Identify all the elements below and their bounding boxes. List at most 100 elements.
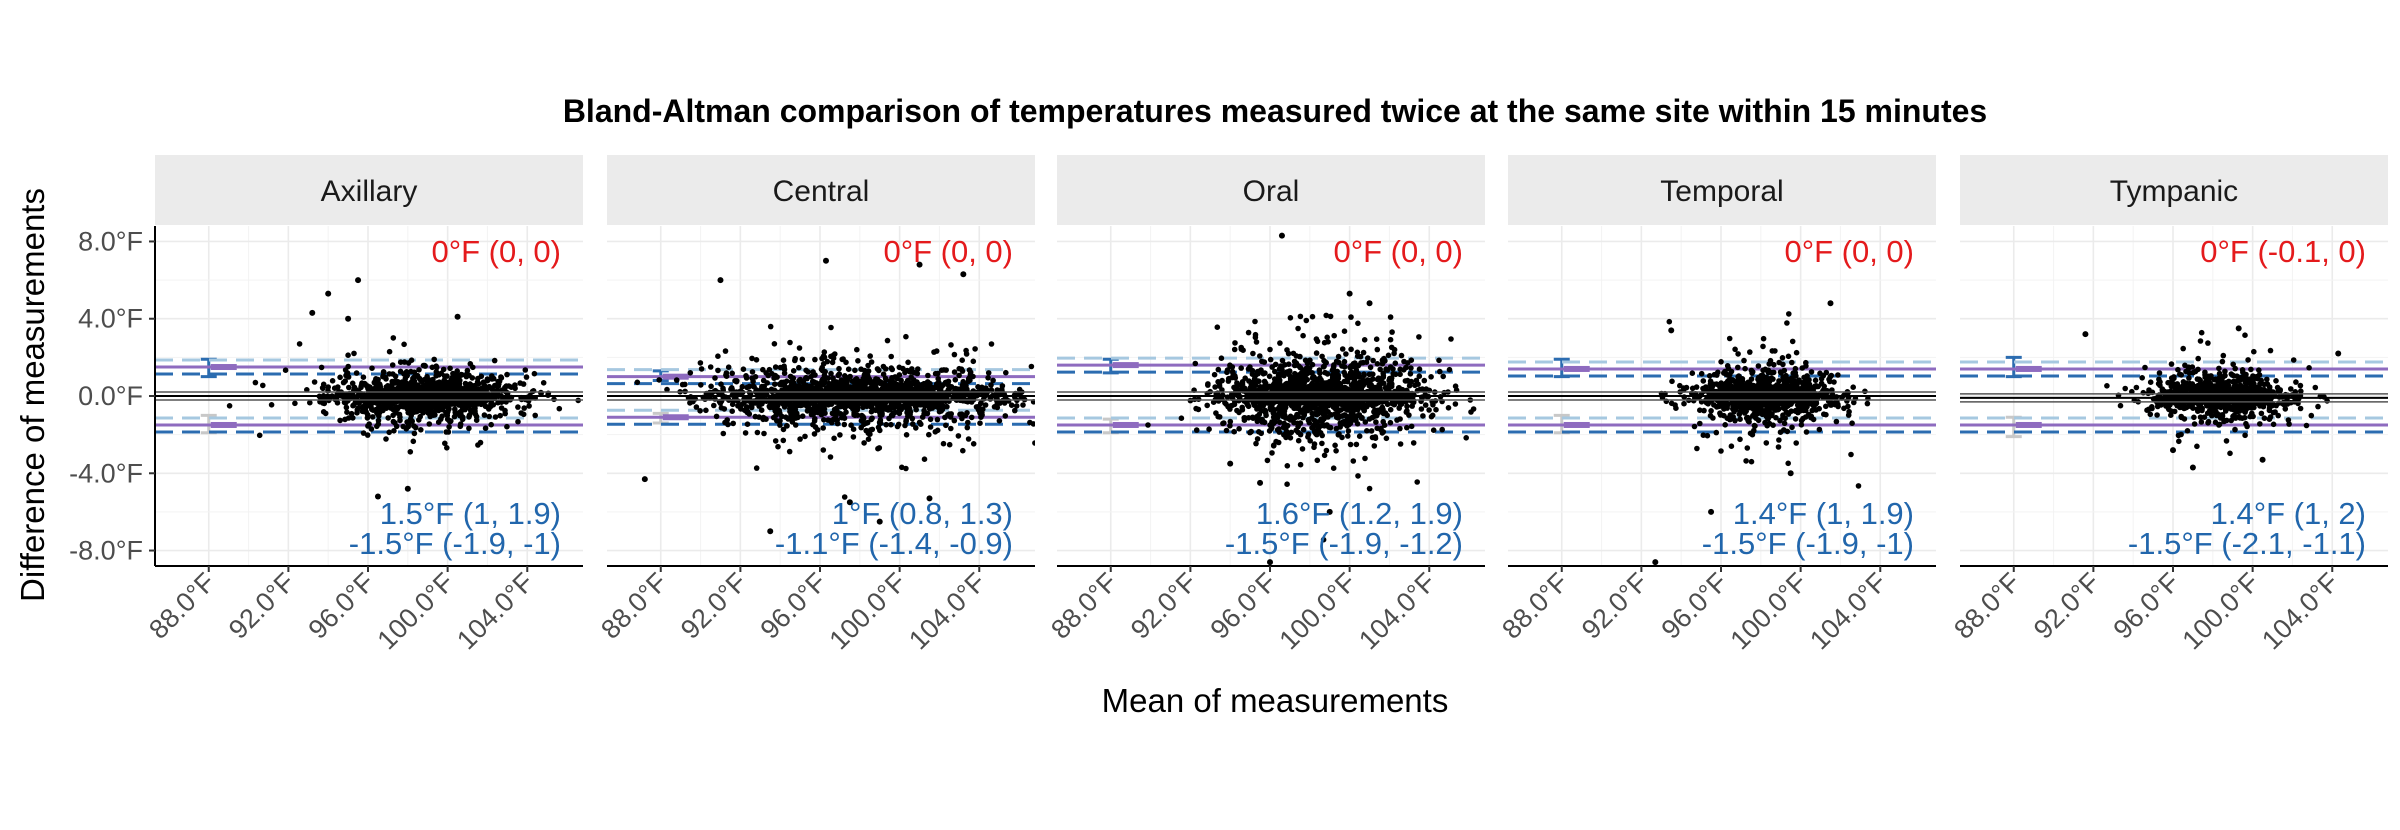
data-point bbox=[398, 359, 404, 365]
data-point bbox=[937, 409, 943, 415]
data-point bbox=[434, 369, 440, 375]
data-point bbox=[1296, 363, 1302, 369]
data-point bbox=[414, 402, 420, 408]
data-point bbox=[941, 441, 947, 447]
data-point bbox=[952, 369, 958, 375]
data-point bbox=[865, 420, 871, 426]
data-point bbox=[749, 356, 755, 362]
data-point bbox=[369, 365, 375, 371]
data-point bbox=[283, 367, 289, 373]
data-point bbox=[1309, 370, 1315, 376]
data-point bbox=[394, 424, 400, 430]
data-point bbox=[515, 404, 521, 410]
data-point bbox=[325, 291, 331, 297]
data-point bbox=[749, 405, 755, 411]
data-point bbox=[825, 417, 831, 423]
data-point bbox=[908, 369, 914, 375]
data-point bbox=[1336, 354, 1342, 360]
data-point bbox=[1356, 363, 1362, 369]
data-point bbox=[959, 357, 965, 363]
data-point bbox=[1419, 406, 1425, 412]
data-point bbox=[1431, 427, 1437, 433]
data-point bbox=[1296, 421, 1302, 427]
data-point bbox=[964, 410, 970, 416]
data-point bbox=[1300, 415, 1306, 421]
data-point bbox=[694, 404, 700, 410]
data-point bbox=[1364, 428, 1370, 434]
x-tick-label: 100.0°F bbox=[824, 567, 912, 655]
data-point bbox=[1345, 433, 1351, 439]
data-point bbox=[855, 358, 861, 364]
data-point bbox=[812, 386, 818, 392]
data-point bbox=[1204, 403, 1210, 409]
data-point bbox=[935, 417, 941, 423]
data-point bbox=[925, 373, 931, 379]
data-point bbox=[387, 349, 393, 355]
data-point bbox=[466, 426, 472, 432]
data-point bbox=[1368, 365, 1374, 371]
data-point bbox=[804, 376, 810, 382]
data-point bbox=[990, 378, 996, 384]
data-point bbox=[948, 426, 954, 432]
data-point bbox=[728, 386, 734, 392]
data-point bbox=[457, 378, 463, 384]
data-point bbox=[821, 361, 827, 367]
data-point bbox=[965, 425, 971, 431]
data-point bbox=[877, 428, 883, 434]
data-point bbox=[500, 388, 506, 394]
data-point bbox=[761, 431, 767, 437]
data-point bbox=[971, 388, 977, 394]
data-point bbox=[1331, 362, 1337, 368]
data-point bbox=[715, 368, 721, 374]
data-point bbox=[866, 436, 872, 442]
data-point bbox=[1373, 419, 1379, 425]
data-point bbox=[438, 416, 444, 422]
data-point bbox=[1236, 410, 1242, 416]
data-point bbox=[471, 402, 477, 408]
strip-label: Oral bbox=[1243, 175, 1300, 208]
data-point bbox=[960, 271, 966, 277]
data-point bbox=[764, 380, 770, 386]
data-point bbox=[269, 402, 275, 408]
x-tick-label: 104.0°F bbox=[451, 567, 539, 655]
data-point bbox=[745, 421, 751, 427]
data-point bbox=[881, 364, 887, 370]
data-point bbox=[442, 373, 448, 379]
data-point bbox=[1263, 380, 1269, 386]
data-point bbox=[971, 441, 977, 447]
data-point bbox=[346, 415, 352, 421]
x-tick-label: 92.0°F bbox=[223, 567, 301, 645]
data-point bbox=[966, 436, 972, 442]
data-point bbox=[1027, 420, 1033, 426]
data-point bbox=[913, 385, 919, 391]
data-point bbox=[1388, 407, 1394, 413]
data-point bbox=[457, 409, 463, 415]
data-point bbox=[421, 363, 427, 369]
data-point bbox=[724, 370, 730, 376]
data-point bbox=[793, 415, 799, 421]
data-point bbox=[767, 528, 773, 534]
data-point bbox=[387, 402, 393, 408]
data-point bbox=[910, 416, 916, 422]
data-point bbox=[1348, 314, 1354, 320]
data-point bbox=[823, 258, 829, 264]
data-point bbox=[1227, 364, 1233, 370]
data-point bbox=[411, 409, 417, 415]
data-point bbox=[322, 401, 328, 407]
data-point bbox=[1316, 411, 1322, 417]
data-point bbox=[504, 372, 510, 378]
data-point bbox=[1262, 359, 1268, 365]
data-point bbox=[920, 414, 926, 420]
data-point bbox=[922, 456, 928, 462]
data-point bbox=[805, 404, 811, 410]
data-point bbox=[1216, 367, 1222, 373]
data-point bbox=[1232, 340, 1238, 346]
data-point bbox=[836, 366, 842, 372]
data-point bbox=[431, 381, 437, 387]
data-point bbox=[730, 421, 736, 427]
data-point bbox=[891, 410, 897, 416]
data-point bbox=[1283, 435, 1289, 441]
data-point bbox=[773, 438, 779, 444]
data-point bbox=[337, 418, 343, 424]
